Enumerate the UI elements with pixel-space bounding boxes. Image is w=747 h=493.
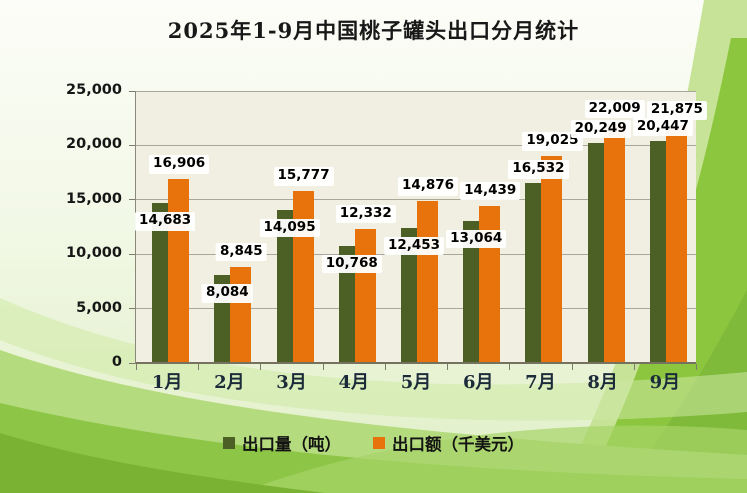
bar-value-m1 xyxy=(168,179,190,363)
label-value-m6: 14,439 xyxy=(460,181,521,201)
x-tick-4 xyxy=(384,364,386,370)
y-tick-5 xyxy=(129,90,136,92)
y-tick-1 xyxy=(129,308,136,310)
label-volume-m1: 14,683 xyxy=(135,212,196,231)
bar-value-m5 xyxy=(417,201,438,363)
y-tick-2 xyxy=(129,253,136,255)
legend-item-export-volume: 出口量（吨） xyxy=(223,431,341,455)
bar-value-m8 xyxy=(603,123,625,363)
bar-volume-m6 xyxy=(463,220,480,363)
label-value-m5: 14,876 xyxy=(397,177,459,196)
label-value-m1: 16,906 xyxy=(149,155,210,174)
gridline-y4 xyxy=(136,144,696,146)
label-value-m4: 12,332 xyxy=(335,204,396,224)
x-axis-line xyxy=(136,362,696,364)
x-tick-9 xyxy=(696,364,697,370)
bar-volume-m8 xyxy=(587,142,604,363)
y-tick-4 xyxy=(129,144,136,146)
x-tick-2 xyxy=(260,364,262,370)
bar-value-m2 xyxy=(230,266,252,363)
legend: 出口量（吨） 出口额（千美元） xyxy=(0,429,747,457)
x-label-m4: 4月 xyxy=(338,372,370,393)
y-tick-label-1: 5,000 xyxy=(76,299,122,316)
label-value-m2: 8,845 xyxy=(215,242,267,262)
label-volume-m3: 14,095 xyxy=(259,218,320,238)
x-tick-5 xyxy=(447,364,449,370)
bar-volume-m7 xyxy=(525,183,542,363)
bar-value-m7 xyxy=(541,156,563,363)
x-label-m7: 7月 xyxy=(525,372,556,393)
label-value-m9: 21,875 xyxy=(646,101,707,120)
legend-swatch-export-value xyxy=(373,437,385,449)
x-tick-6 xyxy=(509,364,511,370)
label-volume-m6: 13,064 xyxy=(446,229,507,249)
legend-swatch-export-volume xyxy=(223,437,235,449)
x-label-m2: 2月 xyxy=(214,372,245,393)
x-label-m6: 6月 xyxy=(462,372,494,393)
bar-volume-m9 xyxy=(649,140,666,363)
gridline-y5 xyxy=(136,90,696,92)
gridline-y3 xyxy=(136,199,696,201)
y-tick-label-3: 15,000 xyxy=(66,190,122,207)
bar-volume-m1 xyxy=(152,203,169,363)
label-volume-m8: 20,249 xyxy=(570,119,631,139)
bar-volume-m5 xyxy=(401,227,417,363)
label-volume-m2: 8,084 xyxy=(201,284,253,303)
label-volume-m7: 16,532 xyxy=(508,160,569,179)
x-tick-7 xyxy=(571,364,573,370)
legend-item-export-value: 出口额（千美元） xyxy=(373,431,524,455)
label-volume-m9: 20,447 xyxy=(632,117,693,137)
x-tick-1 xyxy=(198,364,200,370)
label-value-m3: 15,777 xyxy=(273,167,334,186)
x-tick-0 xyxy=(136,364,137,370)
chart-title: 2025年1-9月中国桃子罐头出口分月统计 xyxy=(167,18,580,43)
bar-value-m3 xyxy=(292,191,314,363)
y-tick-label-4: 20,000 xyxy=(66,136,122,153)
y-tick-label-5: 25,000 xyxy=(66,82,122,98)
y-tick-0 xyxy=(129,362,136,364)
bar-value-m4 xyxy=(354,228,376,363)
x-label-m9: 9月 xyxy=(649,372,681,393)
label-volume-m4: 10,768 xyxy=(321,254,382,274)
bar-value-m9 xyxy=(665,125,687,363)
y-tick-label-0: 0 xyxy=(111,354,122,370)
label-value-m8: 22,009 xyxy=(584,99,645,119)
label-value-m7: 19,025 xyxy=(522,132,583,151)
y-tick-label-2: 10,000 xyxy=(66,245,122,262)
x-label-m1: 1月 xyxy=(151,372,183,393)
x-label-m8: 8月 xyxy=(587,372,618,393)
legend-label-export-volume: 出口量（吨） xyxy=(242,435,341,454)
x-label-m3: 3月 xyxy=(276,372,307,393)
y-tick-3 xyxy=(129,199,136,201)
bar-volume-m4 xyxy=(338,245,355,363)
bar-volume-m3 xyxy=(276,209,293,363)
x-tick-8 xyxy=(633,364,635,370)
legend-label-export-value: 出口额（千美元） xyxy=(392,435,524,454)
x-tick-3 xyxy=(322,364,324,370)
x-label-m5: 5月 xyxy=(400,372,432,393)
label-volume-m5: 12,453 xyxy=(383,236,445,256)
